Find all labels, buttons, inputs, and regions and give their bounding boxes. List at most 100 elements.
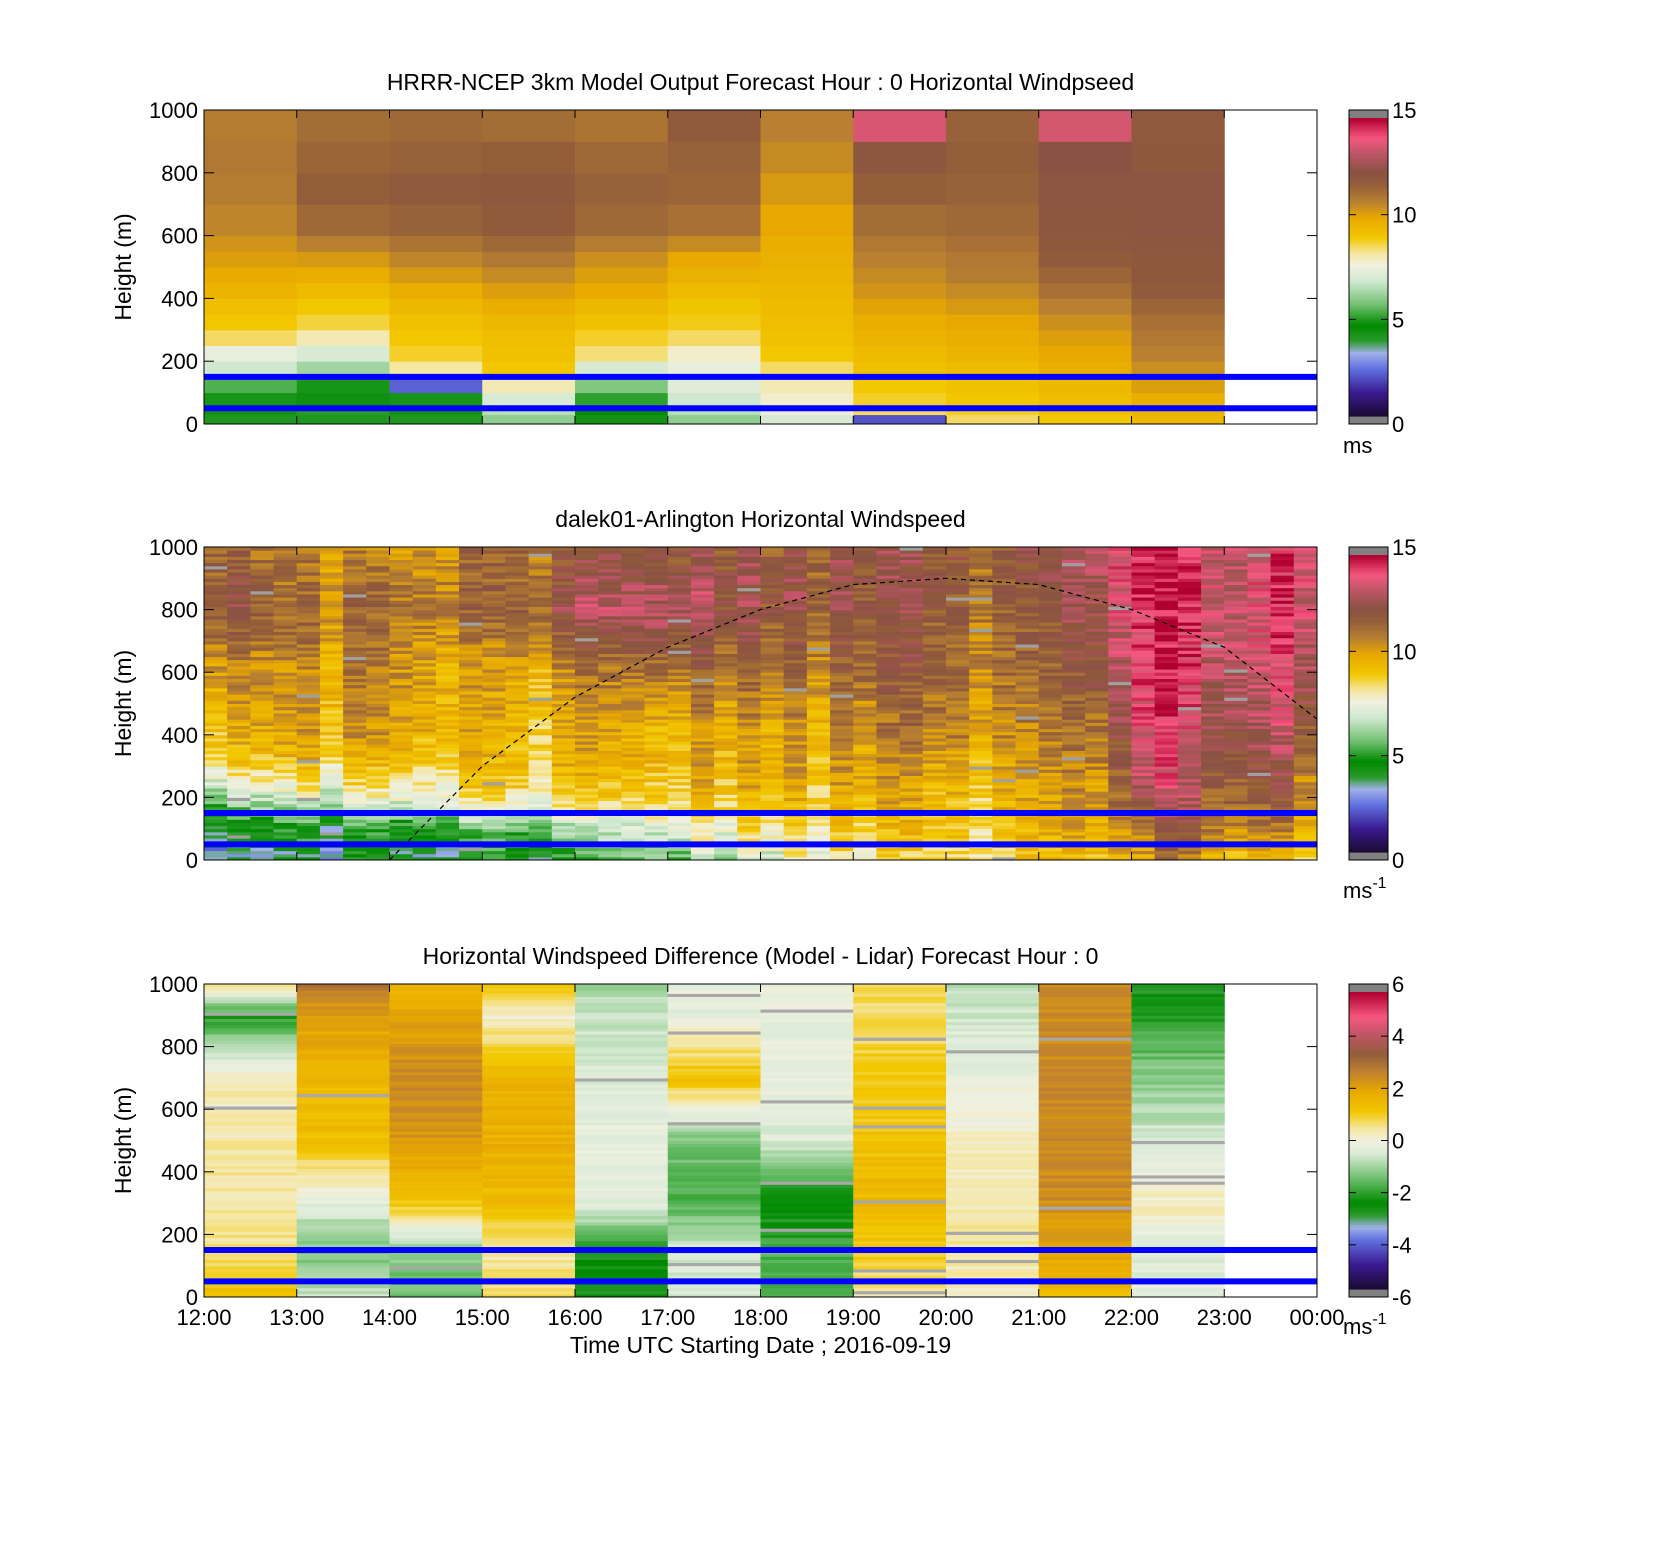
heatmap-cell	[830, 797, 854, 802]
heatmap-cell	[1131, 345, 1225, 362]
heatmap-cell	[690, 750, 715, 755]
heatmap-cell	[946, 110, 1040, 142]
heatmap-cell	[204, 753, 228, 758]
heatmap-cell	[644, 634, 669, 639]
heatmap-cell	[946, 625, 970, 629]
heatmap-cell	[273, 634, 298, 639]
heatmap-cell	[876, 847, 901, 852]
heatmap-cell	[250, 806, 275, 811]
heatmap-cell	[459, 756, 483, 761]
heatmap-cell	[1085, 684, 1109, 689]
heatmap-cell	[1154, 719, 1179, 723]
heatmap-cell	[946, 612, 970, 617]
heatmap-cell	[969, 628, 993, 633]
heatmap-cell	[412, 609, 437, 614]
heatmap-cell	[644, 856, 669, 861]
heatmap-cell	[853, 828, 877, 833]
heatmap-cell	[783, 806, 808, 811]
heatmap-cell	[319, 706, 344, 711]
heatmap-cell	[899, 791, 924, 795]
heatmap-cell	[1177, 778, 1202, 783]
heatmap-cell	[1201, 853, 1225, 858]
heatmap-cell	[389, 634, 414, 639]
heatmap-cell	[1247, 634, 1272, 639]
heatmap-cell	[1015, 822, 1040, 827]
heatmap-cell	[992, 838, 1017, 842]
heatmap-cell	[1177, 618, 1202, 623]
heatmap-cell	[667, 800, 692, 805]
heatmap-cell	[366, 797, 390, 802]
heatmap-cell	[204, 204, 298, 237]
heatmap-cell	[482, 791, 506, 795]
heatmap-cell	[273, 750, 298, 755]
heatmap-cell	[482, 747, 506, 751]
heatmap-cell	[667, 634, 692, 639]
heatmap-cell	[1108, 678, 1132, 683]
heatmap-cell	[853, 575, 877, 579]
heatmap-cell	[482, 665, 506, 670]
heatmap-cell	[319, 850, 344, 855]
heatmap-cell	[1038, 640, 1063, 645]
heatmap-cell	[783, 766, 808, 770]
heatmap-cell	[505, 716, 530, 720]
heatmap-cell	[922, 684, 947, 689]
heatmap-cell	[273, 631, 298, 636]
colorbar-step	[1349, 301, 1388, 305]
heatmap-cell	[296, 856, 321, 861]
heatmap-cell	[621, 825, 646, 830]
heatmap-cell	[482, 759, 506, 764]
heatmap-cell	[783, 618, 808, 623]
heatmap-cell	[667, 612, 692, 617]
heatmap-cell	[551, 853, 576, 858]
heatmap-cell	[1201, 575, 1225, 579]
heatmap-cell	[575, 559, 599, 564]
heatmap-cell	[435, 719, 460, 723]
heatmap-cell	[435, 766, 460, 770]
heatmap-cell	[1108, 703, 1132, 708]
heatmap-cell	[1224, 562, 1248, 567]
heatmap-cell	[1201, 647, 1225, 651]
heatmap-cell	[366, 628, 390, 633]
heatmap-cell	[1108, 640, 1132, 645]
heatmap-cell	[296, 697, 321, 701]
heatmap-cell	[273, 637, 298, 642]
heatmap-cell	[296, 392, 390, 406]
heatmap-cell	[830, 766, 854, 770]
heatmap-cell	[575, 797, 599, 802]
heatmap-cell	[969, 672, 993, 676]
heatmap-cell	[992, 747, 1017, 751]
heatmap-cell	[1247, 578, 1272, 582]
heatmap-cell	[992, 719, 1017, 723]
heatmap-cell	[667, 644, 692, 648]
heatmap-cell	[690, 659, 715, 664]
heatmap-cell	[482, 559, 506, 564]
heatmap-cell	[621, 556, 646, 561]
heatmap-cell	[505, 565, 530, 570]
heatmap-cell	[969, 609, 993, 614]
heatmap-cell	[876, 700, 901, 704]
heatmap-cell	[1224, 634, 1248, 639]
heatmap-cell	[204, 853, 228, 858]
heatmap-cell	[528, 709, 553, 714]
heatmap-cell	[551, 731, 576, 736]
heatmap-cell	[389, 572, 414, 576]
heatmap-cell	[1015, 584, 1040, 589]
heatmap-cell	[737, 640, 761, 645]
heatmap-cell	[922, 853, 947, 858]
heatmap-cell	[783, 828, 808, 833]
heatmap-cell	[876, 769, 901, 773]
heatmap-cell	[737, 550, 761, 554]
heatmap-cell	[1108, 609, 1132, 614]
colorbar-step	[1349, 291, 1388, 295]
heatmap-cell	[992, 612, 1017, 617]
heatmap-cell	[1177, 665, 1202, 670]
heatmap-cell	[1177, 547, 1202, 551]
heatmap-cell	[1038, 553, 1063, 557]
heatmap-cell	[598, 734, 622, 739]
heatmap-cell	[459, 759, 483, 764]
heatmap-cell	[343, 637, 367, 642]
heatmap-cell	[598, 794, 622, 798]
heatmap-cell	[343, 609, 367, 614]
heatmap-cell	[899, 572, 924, 576]
heatmap-cell	[389, 716, 414, 720]
